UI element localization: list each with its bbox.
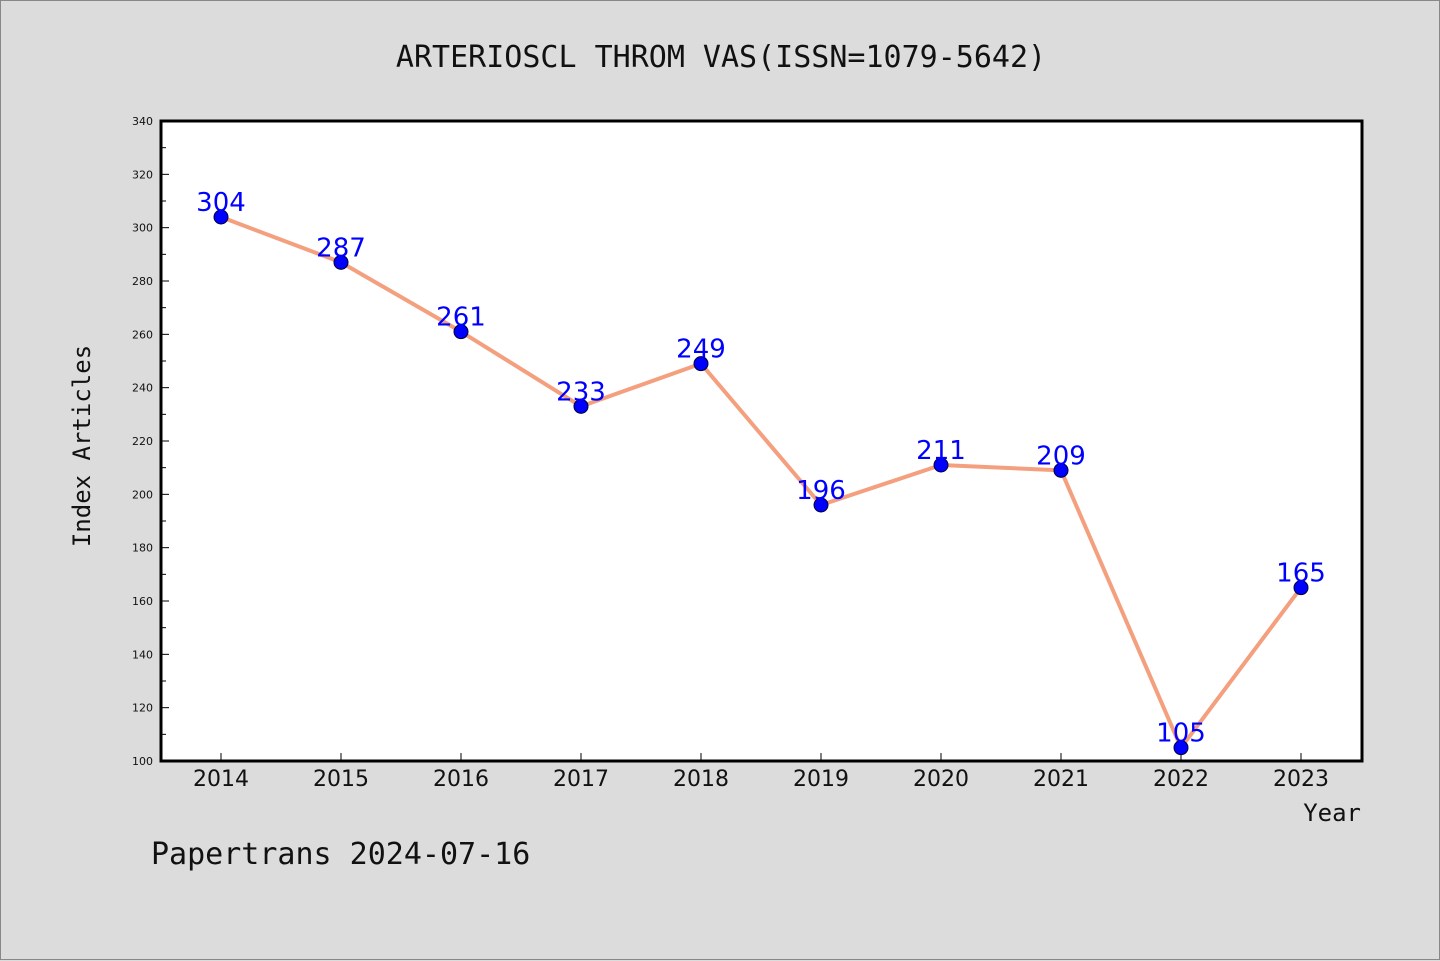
plot-frame [159, 119, 1364, 763]
y-axis-ticks: 100 120 140 160 180 200 220 240 260 280 300 320 340 [132, 115, 169, 768]
y-tick-label: 300 [132, 222, 153, 235]
chart-title: ARTERIOSCL THROM VAS(ISSN=1079-5642) [396, 40, 1046, 75]
data-label: 211 [916, 436, 966, 466]
y-tick-label: 340 [132, 115, 153, 128]
data-label: 249 [676, 335, 726, 365]
plot-area [161, 121, 1362, 761]
y-tick-label: 280 [132, 275, 153, 288]
data-point [1293, 580, 1309, 596]
data-point [933, 457, 949, 473]
data-point [1053, 462, 1069, 478]
data-point [813, 497, 829, 513]
y-tick-label: 240 [132, 382, 153, 395]
series-layer [213, 209, 1309, 756]
x-tick-label: 2022 [1153, 767, 1209, 792]
data-label: 233 [556, 377, 606, 407]
y-tick-label: 180 [132, 542, 153, 555]
data-label: 105 [1156, 719, 1206, 749]
data-point [693, 356, 709, 372]
data-point [213, 209, 229, 225]
data-point [573, 398, 589, 414]
x-tick-label: 2020 [913, 767, 969, 792]
x-tick-label: 2015 [313, 767, 369, 792]
y-axis-label: Index Articles [68, 345, 96, 547]
data-label: 261 [436, 303, 486, 333]
x-tick-label: 2021 [1033, 767, 1089, 792]
series-line [219, 215, 1303, 750]
y-tick-label: 160 [132, 595, 153, 608]
x-tick-label: 2023 [1273, 767, 1329, 792]
data-label: 304 [196, 188, 246, 218]
data-label: 165 [1276, 559, 1326, 589]
x-tick-label: 2019 [793, 767, 849, 792]
y-tick-label: 200 [132, 488, 153, 501]
data-label: 209 [1036, 441, 1086, 471]
data-point [453, 324, 469, 340]
y-tick-label: 260 [132, 328, 153, 341]
y-tick-label: 220 [132, 435, 153, 448]
x-tick-label: 2018 [673, 767, 729, 792]
y-tick-label: 100 [132, 755, 153, 768]
y-tick-label: 140 [132, 648, 153, 661]
data-label: 287 [316, 233, 366, 263]
x-axis-ticks: 2014 2015 2016 2017 2018 2019 2020 2021 2022 2023 [193, 753, 1329, 792]
x-tick-label: 2016 [433, 767, 489, 792]
footer-credit: Papertrans 2024-07-16 [151, 837, 530, 872]
y-tick-label: 120 [132, 702, 153, 715]
y-tick-label: 320 [132, 168, 153, 181]
x-tick-label: 2014 [193, 767, 249, 792]
data-point [333, 254, 349, 270]
data-label: 196 [796, 476, 846, 506]
x-tick-label: 2017 [553, 767, 609, 792]
data-label-layer: 304 287 261 233 249 196 211 209 105 165 [196, 188, 1326, 749]
x-axis-label: Year [1303, 799, 1361, 827]
data-point [1173, 740, 1189, 756]
